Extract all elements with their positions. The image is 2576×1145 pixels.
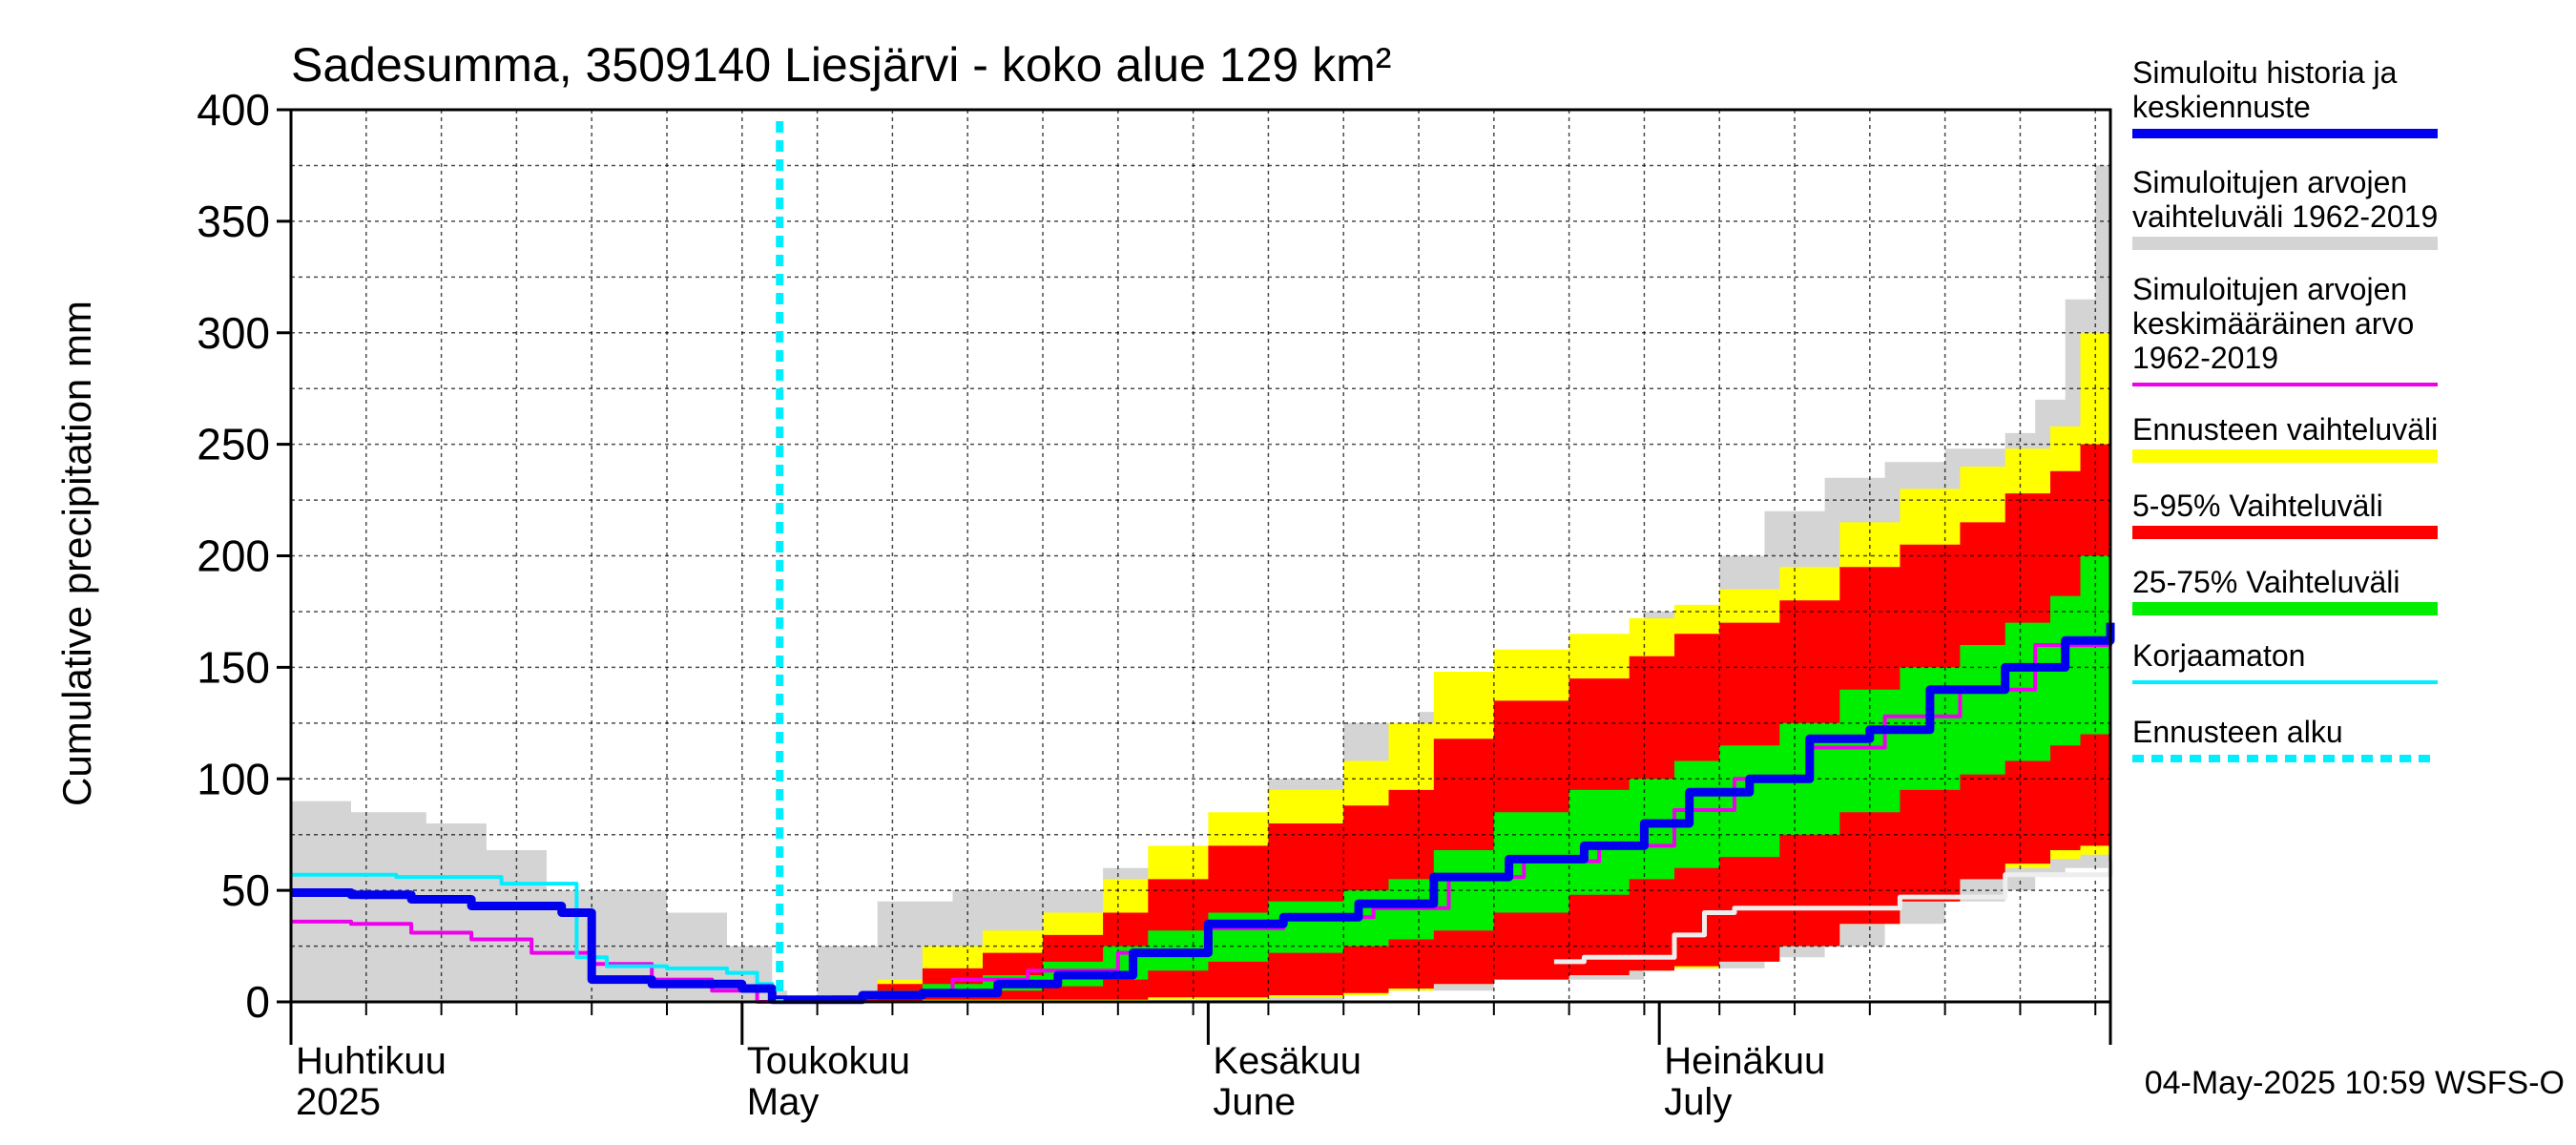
y-tick-label: 200 bbox=[197, 531, 270, 581]
x-month-label-fi: Toukokuu bbox=[747, 1040, 910, 1082]
x-month-label-en: June bbox=[1213, 1081, 1296, 1123]
series-line-unnamed bbox=[1553, 861, 2113, 965]
legend-entry: Ennusteen alku bbox=[2132, 715, 2438, 762]
x-month-label-fi: Huhtikuu bbox=[296, 1040, 447, 1082]
legend-label: Ennusteen alku bbox=[2132, 715, 2343, 749]
y-tick-label: 150 bbox=[197, 642, 270, 692]
y-tick-label: 0 bbox=[245, 977, 270, 1027]
y-tick-label: 350 bbox=[197, 197, 270, 246]
plot-fills bbox=[291, 147, 2110, 1003]
legend-label: Korjaamaton bbox=[2132, 638, 2305, 673]
plot-lines bbox=[291, 622, 2115, 1005]
legend-label: Simuloitujen arvojen bbox=[2132, 272, 2407, 306]
footer-timestamp: 04-May-2025 10:59 WSFS-O bbox=[2145, 1065, 2565, 1101]
legend-label: 25-75% Vaihteluväli bbox=[2132, 565, 2399, 599]
legend-entry: Ennusteen vaihteluväli bbox=[2132, 412, 2438, 463]
y-tick-label: 300 bbox=[197, 308, 270, 358]
y-tick-label: 100 bbox=[197, 754, 270, 803]
legend-label: Simuloitu historia ja bbox=[2132, 55, 2398, 90]
legend-label: Ennusteen vaihteluväli bbox=[2132, 412, 2438, 447]
legend-label: keskiennuste bbox=[2132, 90, 2311, 124]
legend-entry: Korjaamaton bbox=[2132, 638, 2438, 684]
y-tick-label: 50 bbox=[221, 865, 270, 915]
legend-entry: 5-95% Vaihteluväli bbox=[2132, 489, 2438, 539]
legend-label: 1962-2019 bbox=[2132, 341, 2278, 375]
legend-label: vaihteluväli 1962-2019 bbox=[2132, 199, 2438, 234]
x-month-label-fi: Kesäkuu bbox=[1213, 1040, 1361, 1082]
series-line-korjaamaton bbox=[291, 872, 775, 1000]
x-month-label-en: July bbox=[1664, 1081, 1732, 1123]
y-axis: 0 50 100 150 200 250 300 350 400 bbox=[197, 85, 291, 1027]
x-month-label-en: May bbox=[747, 1081, 820, 1123]
grid-lines bbox=[291, 110, 2110, 1002]
legend: Simuloitu historia jakeskiennusteSimuloi… bbox=[2132, 55, 2438, 762]
chart-title: Sadesumma, 3509140 Liesjärvi - koko alue… bbox=[291, 38, 1391, 92]
x-month-label-fi: Heinäkuu bbox=[1664, 1040, 1825, 1082]
legend-label: Simuloitujen arvojen bbox=[2132, 165, 2407, 199]
y-axis-label: Cumulative precipitation mm bbox=[54, 301, 99, 806]
legend-label: keskimääräinen arvo bbox=[2132, 306, 2414, 341]
x-month-label-en: 2025 bbox=[296, 1081, 381, 1123]
y-tick-label: 400 bbox=[197, 85, 270, 135]
series-line-simuloitu-historia-ja-keskiennuste bbox=[291, 622, 2115, 1005]
legend-entry: 25-75% Vaihteluväli bbox=[2132, 565, 2438, 615]
legend-label: 5-95% Vaihteluväli bbox=[2132, 489, 2383, 523]
y-tick-label: 250 bbox=[197, 420, 270, 469]
